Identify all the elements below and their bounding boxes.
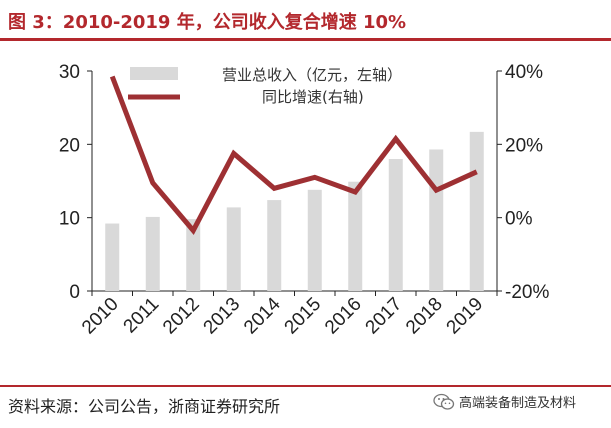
right-tick-label: 0% bbox=[505, 209, 533, 230]
x-tick-label: 2011 bbox=[120, 294, 164, 338]
right-axis-ticks: -20% 0% 20% 40% bbox=[497, 62, 549, 303]
wechat-icon bbox=[433, 393, 455, 410]
right-tick-label: -20% bbox=[505, 282, 549, 303]
growth-line bbox=[109, 75, 478, 235]
left-tick-label: 20 bbox=[59, 135, 80, 156]
bar-2014 bbox=[267, 200, 282, 291]
bar-series bbox=[105, 131, 484, 291]
x-tick-label: 2013 bbox=[200, 294, 245, 339]
x-tick-label: 2015 bbox=[281, 294, 326, 339]
left-tick-label: 30 bbox=[59, 62, 80, 83]
x-tick-label: 2012 bbox=[159, 294, 204, 339]
bar-2017 bbox=[388, 159, 403, 291]
x-tick-label: 2010 bbox=[78, 294, 123, 339]
left-tick-label: 10 bbox=[59, 209, 80, 230]
chart-title: 图 3：2010-2019 年，公司收入复合增速 10% bbox=[8, 12, 407, 33]
bar-2011 bbox=[145, 216, 160, 291]
bar-2015 bbox=[307, 189, 322, 291]
line-series bbox=[109, 75, 478, 235]
right-tick-label: 40% bbox=[505, 62, 543, 83]
source-note: 资料来源：公司公告，浙商证券研究所 bbox=[8, 397, 281, 416]
bar-2019 bbox=[469, 131, 484, 291]
bar-2010 bbox=[105, 223, 120, 291]
x-tick-label: 2018 bbox=[402, 294, 447, 339]
left-axis-ticks: 0 10 20 30 bbox=[59, 62, 92, 303]
title-divider bbox=[0, 38, 611, 41]
x-tick-label: 2017 bbox=[362, 294, 407, 339]
bar-2016 bbox=[348, 181, 363, 291]
bar-2012 bbox=[186, 219, 201, 291]
x-tick-label: 2014 bbox=[240, 293, 285, 338]
right-tick-label: 20% bbox=[505, 135, 543, 156]
x-tick-label: 2016 bbox=[321, 294, 366, 339]
footer-divider bbox=[0, 385, 611, 387]
legend-bar-swatch bbox=[130, 67, 178, 80]
bar-2013 bbox=[226, 207, 241, 291]
legend-line-label: 同比增速(右轴) bbox=[262, 88, 364, 106]
legend: 营业总收入（亿元，左轴） 同比增速(右轴) bbox=[128, 66, 402, 106]
brand-name: 高端装备制造及材料 bbox=[459, 396, 577, 411]
legend-bar-label: 营业总收入（亿元，左轴） bbox=[222, 66, 402, 84]
brand-badge: 高端装备制造及材料 bbox=[433, 392, 576, 411]
bar-2018 bbox=[429, 149, 444, 291]
left-tick-label: 0 bbox=[69, 282, 80, 303]
x-tick-label: 2019 bbox=[443, 294, 488, 339]
